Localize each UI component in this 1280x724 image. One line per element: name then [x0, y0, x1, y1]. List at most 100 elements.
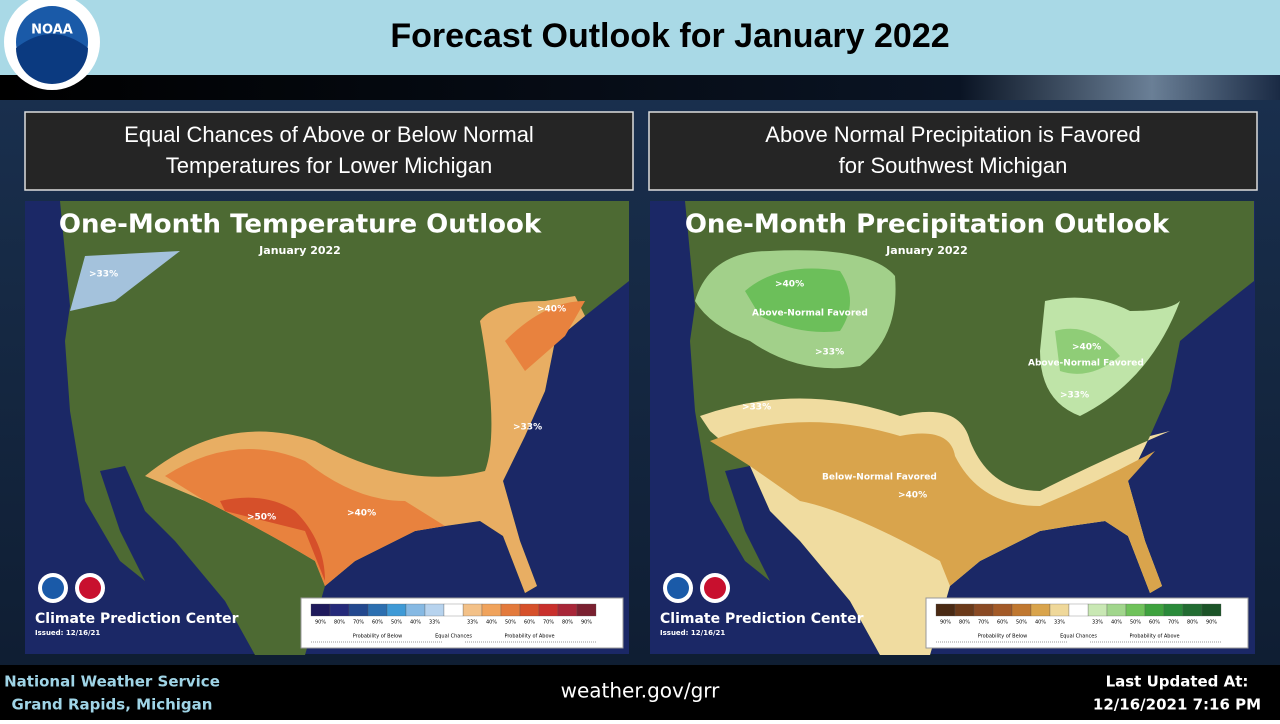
legend-tick: 60% — [524, 620, 535, 626]
legend-swatch — [557, 603, 578, 617]
legend-tick: 60% — [997, 620, 1008, 626]
legend-swatch — [424, 603, 445, 617]
legend-tick: 80% — [1187, 620, 1198, 626]
legend-swatch — [1049, 603, 1070, 617]
legend-tick: 90% — [1206, 620, 1217, 626]
map-label: >40% — [1072, 343, 1101, 353]
header-band — [0, 0, 1280, 75]
legend-swatch — [992, 603, 1013, 617]
temperature-map: One-Month Temperature Outlook January 20… — [25, 201, 629, 655]
legend-swatch — [1068, 603, 1089, 617]
legend-tick: 50% — [391, 620, 402, 626]
map-label: >40% — [898, 491, 927, 501]
legend-tick: 70% — [543, 620, 554, 626]
legend-tick: 33% — [467, 620, 478, 626]
legend-tick: 90% — [581, 620, 592, 626]
footer-left: National Weather Service — [4, 673, 220, 691]
legend-tick: 50% — [1016, 620, 1027, 626]
legend-swatch — [519, 603, 540, 617]
legend-tick: 90% — [315, 620, 326, 626]
legend-swatch — [500, 603, 521, 617]
legend-tick: 50% — [1130, 620, 1141, 626]
caption-box — [648, 111, 1258, 191]
caption-line: Temperatures for Lower Michigan — [166, 153, 492, 178]
map-label: >33% — [513, 423, 542, 433]
legend-swatch — [348, 603, 369, 617]
map-subtitle: January 2022 — [885, 244, 968, 257]
legend-swatch — [538, 603, 559, 617]
legend-equal: Equal Chances — [435, 634, 472, 640]
legend-swatch — [481, 603, 502, 617]
legend-above: Probability of Above — [1129, 634, 1179, 640]
legend-swatch — [1030, 603, 1051, 617]
map-label: >33% — [742, 403, 771, 413]
legend-swatch — [954, 603, 975, 617]
legend-above: Probability of Above — [504, 634, 554, 640]
map-title: One-Month Temperature Outlook — [59, 210, 542, 240]
legend-tick: 50% — [505, 620, 516, 626]
legend-swatch — [1144, 603, 1165, 617]
map-org: Climate Prediction Center — [660, 611, 864, 627]
legend-tick: 33% — [1054, 620, 1065, 626]
map-label: >50% — [247, 513, 276, 523]
legend-swatch — [1125, 603, 1146, 617]
map-label: >40% — [775, 280, 804, 290]
map-label: >40% — [347, 509, 376, 519]
legend-swatch — [935, 603, 956, 617]
map-subtitle: January 2022 — [258, 244, 341, 257]
caption-line: Equal Chances of Above or Below Normal — [124, 122, 534, 147]
legend-tick: 40% — [1111, 620, 1122, 626]
page-title: Forecast Outlook for January 2022 — [390, 17, 949, 55]
map-label: Above-Normal Favored — [1028, 359, 1144, 369]
legend-swatch — [1163, 603, 1184, 617]
legend-swatch — [386, 603, 407, 617]
map-label: >40% — [537, 305, 566, 315]
caption-line: for Southwest Michigan — [839, 153, 1068, 178]
legend-swatch — [1106, 603, 1127, 617]
legend-swatch — [310, 603, 331, 617]
footer-left: Grand Rapids, Michigan — [12, 696, 213, 714]
legend-swatch — [405, 603, 426, 617]
caption-line: Above Normal Precipitation is Favored — [765, 122, 1140, 147]
legend-tick: 33% — [429, 620, 440, 626]
legend-tick: 40% — [486, 620, 497, 626]
caption-box — [24, 111, 634, 191]
map-org: Climate Prediction Center — [35, 611, 239, 627]
legend-tick: 80% — [562, 620, 573, 626]
legend-swatch — [1182, 603, 1203, 617]
legend-below: Probability of Below — [978, 634, 1027, 640]
legend-swatch — [973, 603, 994, 617]
legend-tick: 60% — [372, 620, 383, 626]
legend-swatch — [576, 603, 597, 617]
map-label: Above-Normal Favored — [752, 309, 868, 319]
legend-swatch — [462, 603, 483, 617]
legend-equal: Equal Chances — [1060, 634, 1097, 640]
legend-tick: 70% — [1168, 620, 1179, 626]
legend-swatch — [443, 603, 464, 617]
legend-tick: 33% — [1092, 620, 1103, 626]
header-strip — [0, 75, 1280, 100]
map-label: Below-Normal Favored — [822, 473, 937, 483]
legend-tick: 90% — [940, 620, 951, 626]
precipitation-map: One-Month Precipitation Outlook January … — [650, 201, 1255, 655]
legend-tick: 70% — [353, 620, 364, 626]
footer-right: Last Updated At: — [1106, 673, 1249, 691]
legend-tick: 40% — [410, 620, 421, 626]
legend-tick: 80% — [959, 620, 970, 626]
legend-below: Probability of Below — [353, 634, 402, 640]
footer-url: weather.gov/grr — [561, 679, 721, 703]
legend-swatch — [1011, 603, 1032, 617]
map-label: >33% — [1060, 391, 1089, 401]
map-issued: Issued: 12/16/21 — [35, 629, 100, 637]
footer-band — [0, 665, 1280, 720]
map-issued: Issued: 12/16/21 — [660, 629, 725, 637]
legend-swatch — [367, 603, 388, 617]
legend-swatch — [329, 603, 350, 617]
legend-tick: 60% — [1149, 620, 1160, 626]
map-label: >33% — [815, 348, 844, 358]
legend-tick: 70% — [978, 620, 989, 626]
legend-tick: 40% — [1035, 620, 1046, 626]
logo-text: NOAA — [31, 23, 73, 38]
